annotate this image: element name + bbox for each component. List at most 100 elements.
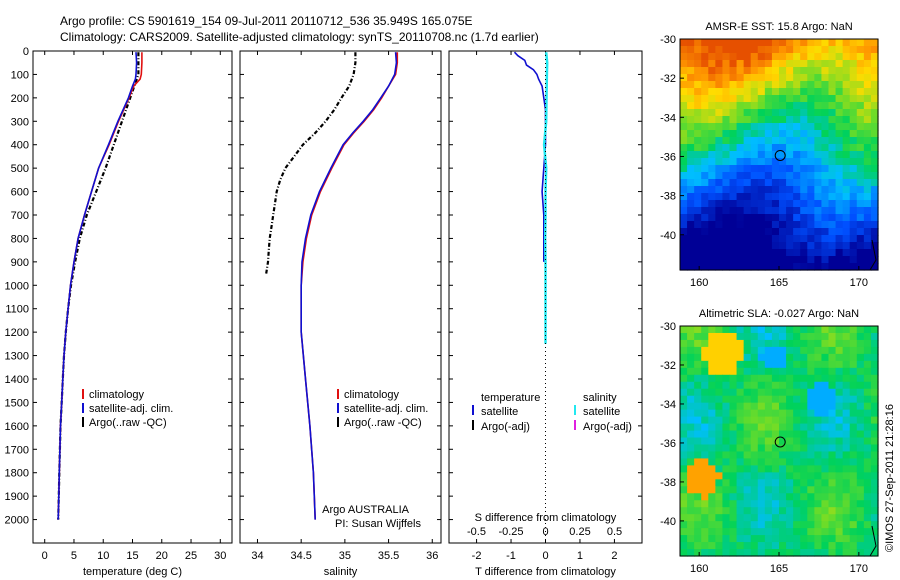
map-cell bbox=[863, 402, 872, 411]
map-cell bbox=[835, 256, 844, 264]
map-cell bbox=[736, 88, 745, 96]
map-cell bbox=[771, 528, 780, 536]
map-cell bbox=[771, 228, 780, 236]
map-cell bbox=[701, 102, 709, 110]
map-cell bbox=[736, 430, 745, 439]
map-cell bbox=[814, 367, 823, 376]
map-cell bbox=[807, 74, 815, 82]
map-cell bbox=[757, 172, 766, 180]
map-cell bbox=[821, 235, 830, 243]
map-cell bbox=[828, 535, 837, 543]
map-cell bbox=[814, 144, 823, 152]
map-cell bbox=[863, 451, 872, 460]
map-cell bbox=[750, 151, 759, 159]
map-cell bbox=[856, 249, 865, 257]
map-cell bbox=[757, 228, 766, 236]
map-cell bbox=[828, 528, 837, 536]
map-cell bbox=[856, 53, 865, 61]
map-cell bbox=[743, 179, 752, 187]
map-cell bbox=[687, 207, 695, 215]
map-cell bbox=[856, 81, 865, 89]
map-cell bbox=[743, 144, 752, 152]
map-cell bbox=[842, 458, 851, 466]
map-cell bbox=[863, 60, 872, 68]
map-cell bbox=[835, 39, 844, 47]
map-cell bbox=[736, 256, 745, 264]
map-cell bbox=[835, 500, 844, 508]
map-cell bbox=[835, 549, 844, 557]
map-cell bbox=[842, 60, 851, 68]
s-tick-label: 0.25 bbox=[569, 526, 590, 538]
map-cell bbox=[849, 535, 858, 543]
map-cell bbox=[750, 179, 759, 187]
map-cell bbox=[708, 339, 716, 348]
map-cell bbox=[814, 353, 823, 362]
map-cell bbox=[835, 409, 844, 418]
map-cell bbox=[708, 332, 716, 341]
map-cell bbox=[680, 528, 688, 536]
map-cell bbox=[743, 437, 752, 446]
map-cell bbox=[779, 235, 787, 243]
map-cell bbox=[863, 221, 872, 229]
map-cell bbox=[743, 137, 752, 145]
map-cell bbox=[736, 102, 745, 110]
map-cell bbox=[701, 88, 709, 96]
map-cell bbox=[750, 228, 759, 236]
map-cell bbox=[680, 172, 688, 180]
map-cell bbox=[849, 109, 858, 117]
map-cell bbox=[750, 74, 759, 82]
map-cell bbox=[757, 395, 766, 404]
map-cell bbox=[708, 102, 716, 110]
map-cell bbox=[708, 444, 716, 453]
map-cell bbox=[750, 60, 759, 68]
map-cell bbox=[743, 74, 752, 82]
map-cell bbox=[771, 151, 780, 159]
map-cell bbox=[694, 109, 702, 117]
map-cell bbox=[779, 367, 787, 376]
map-cell bbox=[701, 214, 709, 222]
map-cell bbox=[701, 451, 709, 460]
map-cell bbox=[807, 346, 815, 355]
map-title: Altimetric SLA: -0.027 Argo: NaN bbox=[699, 308, 859, 320]
map-cell bbox=[828, 144, 837, 152]
map-cell bbox=[828, 88, 837, 96]
map-cell bbox=[842, 521, 851, 529]
map-cell bbox=[771, 395, 780, 404]
map-cell bbox=[870, 388, 879, 397]
map-cell bbox=[757, 46, 766, 54]
y-tick-label: 500 bbox=[11, 163, 29, 175]
sla-map-panel: Altimetric SLA: -0.027 Argo: NaN-30-32-3… bbox=[660, 308, 879, 575]
map-cell bbox=[786, 116, 794, 124]
map-cell bbox=[708, 493, 716, 501]
map-cell bbox=[680, 263, 688, 271]
map-cell bbox=[786, 158, 794, 166]
map-cell bbox=[849, 479, 858, 487]
map-cell bbox=[779, 542, 787, 550]
map-cell bbox=[729, 346, 738, 355]
map-cell bbox=[729, 423, 738, 432]
map-cell bbox=[828, 486, 837, 494]
map-cell bbox=[757, 116, 766, 124]
map-cell bbox=[764, 465, 773, 473]
map-cell bbox=[708, 172, 716, 180]
map-cell bbox=[828, 500, 837, 508]
map-cell bbox=[849, 388, 858, 397]
map-cell bbox=[786, 207, 794, 215]
map-cell bbox=[800, 165, 808, 173]
map-cell bbox=[800, 46, 808, 54]
map-cell bbox=[750, 409, 759, 418]
map-cell bbox=[786, 74, 794, 82]
map-cell bbox=[821, 444, 830, 453]
temperature-frame bbox=[32, 50, 233, 544]
map-cell bbox=[771, 235, 780, 243]
map-cell bbox=[708, 88, 716, 96]
map-cell bbox=[729, 444, 738, 453]
map-cell bbox=[722, 249, 731, 257]
map-cell bbox=[694, 472, 702, 480]
map-cell bbox=[715, 367, 724, 376]
map-cell bbox=[708, 214, 716, 222]
map-cell bbox=[771, 67, 780, 75]
map-cell bbox=[687, 444, 695, 453]
map-cell bbox=[779, 165, 787, 173]
map-cell bbox=[694, 130, 702, 138]
